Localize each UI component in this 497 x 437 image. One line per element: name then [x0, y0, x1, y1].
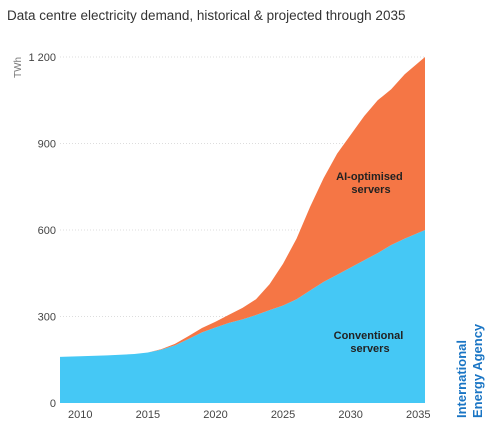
iea-logo-line2: Energy Agency — [470, 323, 485, 418]
x-tick-label: 2025 — [271, 409, 295, 421]
y-axis-label: TWh — [13, 57, 24, 78]
x-tick-label: 2015 — [136, 409, 160, 421]
x-tick-label: 2035 — [406, 409, 430, 421]
stacked-areas — [60, 57, 425, 403]
chart-title: Data centre electricity demand, historic… — [7, 8, 406, 23]
y-tick-label: 300 — [38, 312, 56, 324]
ai-servers-label-line1: AI-optimised — [336, 171, 403, 183]
x-tick-label: 2030 — [338, 409, 362, 421]
conventional-servers-label-line1: Conventional — [334, 330, 404, 342]
x-axis-ticks: 2010 2015 2020 2025 2030 2035 — [68, 409, 430, 421]
ai-optimised-servers-area — [60, 57, 425, 357]
ai-servers-label-line2: servers — [351, 184, 390, 196]
conventional-servers-label: Conventional servers — [334, 330, 407, 355]
x-tick-label: 2020 — [203, 409, 227, 421]
iea-logo-line1: International — [454, 340, 469, 418]
conventional-servers-label-line2: servers — [350, 343, 389, 355]
y-axis-ticks: 0 300 600 900 1 200 — [28, 52, 56, 410]
gridlines — [60, 56, 425, 317]
conventional-servers-area — [60, 230, 425, 403]
y-tick-label: 0 — [50, 398, 56, 410]
y-tick-label: 900 — [38, 139, 56, 151]
iea-logo-text: International Energy Agency — [454, 323, 485, 418]
y-tick-label: 1 200 — [28, 52, 56, 64]
ai-servers-label: AI-optimised servers — [336, 171, 406, 196]
y-tick-label: 600 — [38, 225, 56, 237]
x-tick-label: 2010 — [68, 409, 92, 421]
